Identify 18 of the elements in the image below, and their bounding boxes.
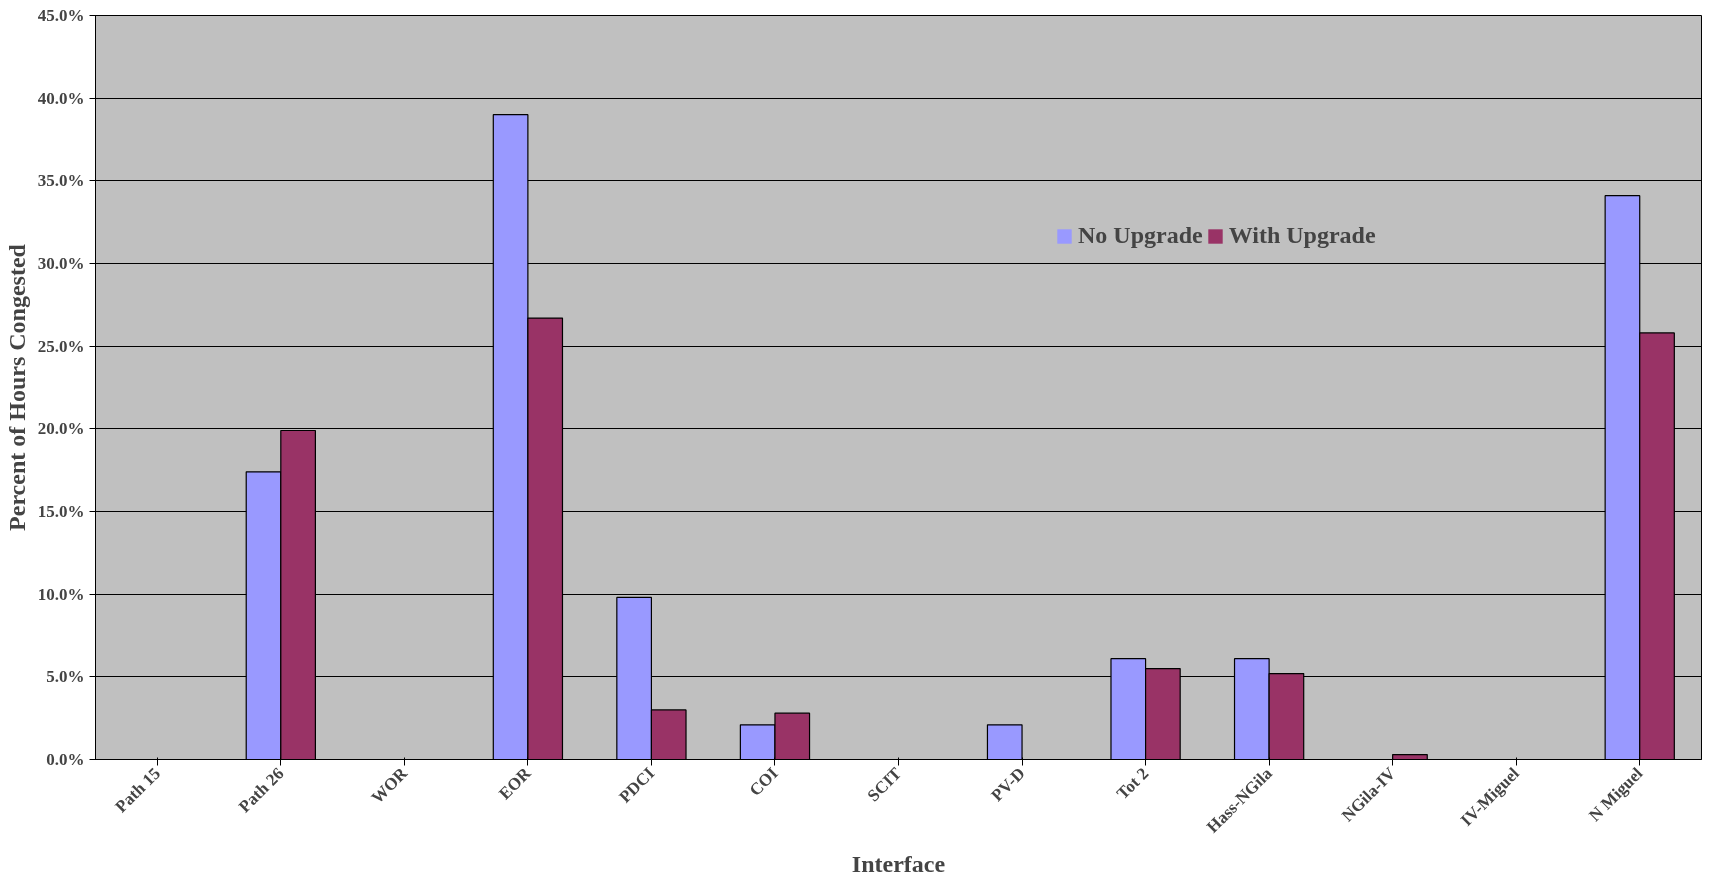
y-tick-label: 20.0% [37, 419, 85, 439]
y-tick-label: 45.0% [37, 6, 85, 25]
y-tick-label: 10.0% [37, 584, 85, 604]
x-tick-label: Tot 2 [1112, 763, 1153, 804]
y-tick-label: 25.0% [37, 336, 85, 356]
y-tick-label: 15.0% [37, 502, 85, 521]
y-tick-label: 30.0% [37, 254, 85, 273]
x-tick-label: Path 26 [235, 763, 288, 817]
x-tick-label: Path 15 [111, 763, 164, 817]
y-tick-label: 5.0% [46, 667, 85, 687]
y-tick-label: 35.0% [37, 171, 85, 191]
x-tick-label: COI [745, 763, 782, 800]
legend-label: With Upgrade [1228, 222, 1376, 249]
y-tick-label: 40.0% [37, 88, 85, 108]
legend-label: No Upgrade [1078, 222, 1203, 249]
y-axis-title: Percent of Hours Congested [3, 243, 30, 531]
x-axis-title: Interface [851, 851, 946, 878]
y-tick-label: 0.0% [46, 750, 85, 769]
